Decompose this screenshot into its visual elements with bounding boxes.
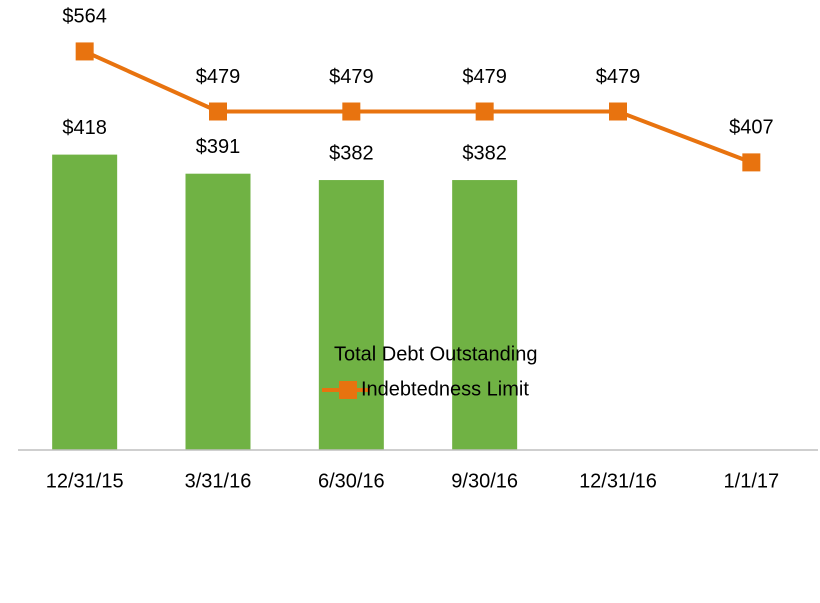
bar: [318, 180, 384, 450]
line-marker: [609, 102, 627, 121]
legend-label: Total Debt Outstanding: [334, 343, 537, 365]
legend-swatch: [322, 349, 370, 361]
x-tick-label: 12/31/16: [579, 470, 657, 492]
data-label: $391: [196, 136, 241, 158]
legend-swatch: [339, 381, 357, 399]
line: [83, 49, 753, 165]
bar: [185, 173, 251, 450]
data-label: $479: [329, 66, 374, 88]
x-tick-label: 12/31/15: [46, 470, 124, 492]
data-label: $479: [462, 66, 507, 88]
x-tick-label: 1/1/17: [724, 470, 780, 492]
data-label: $418: [62, 117, 107, 139]
x-tick-label: 3/31/16: [185, 470, 252, 492]
legend-label: Indebtedness Limit: [361, 378, 529, 400]
bar: [452, 180, 518, 450]
line-marker: [742, 153, 761, 172]
line-marker: [342, 102, 361, 121]
data-label: $407: [729, 117, 774, 139]
data-label: $564: [62, 6, 107, 28]
x-tick-label: 6/30/16: [318, 470, 385, 492]
data-label: $382: [329, 142, 374, 164]
line-marker: [209, 102, 227, 121]
x-tick-label: 9/30/16: [451, 470, 518, 492]
data-label: $382: [462, 142, 507, 164]
data-label: $479: [196, 66, 241, 88]
line-marker: [75, 42, 94, 61]
line-marker: [475, 102, 494, 121]
data-label: $479: [596, 66, 641, 88]
bar: [52, 154, 118, 450]
